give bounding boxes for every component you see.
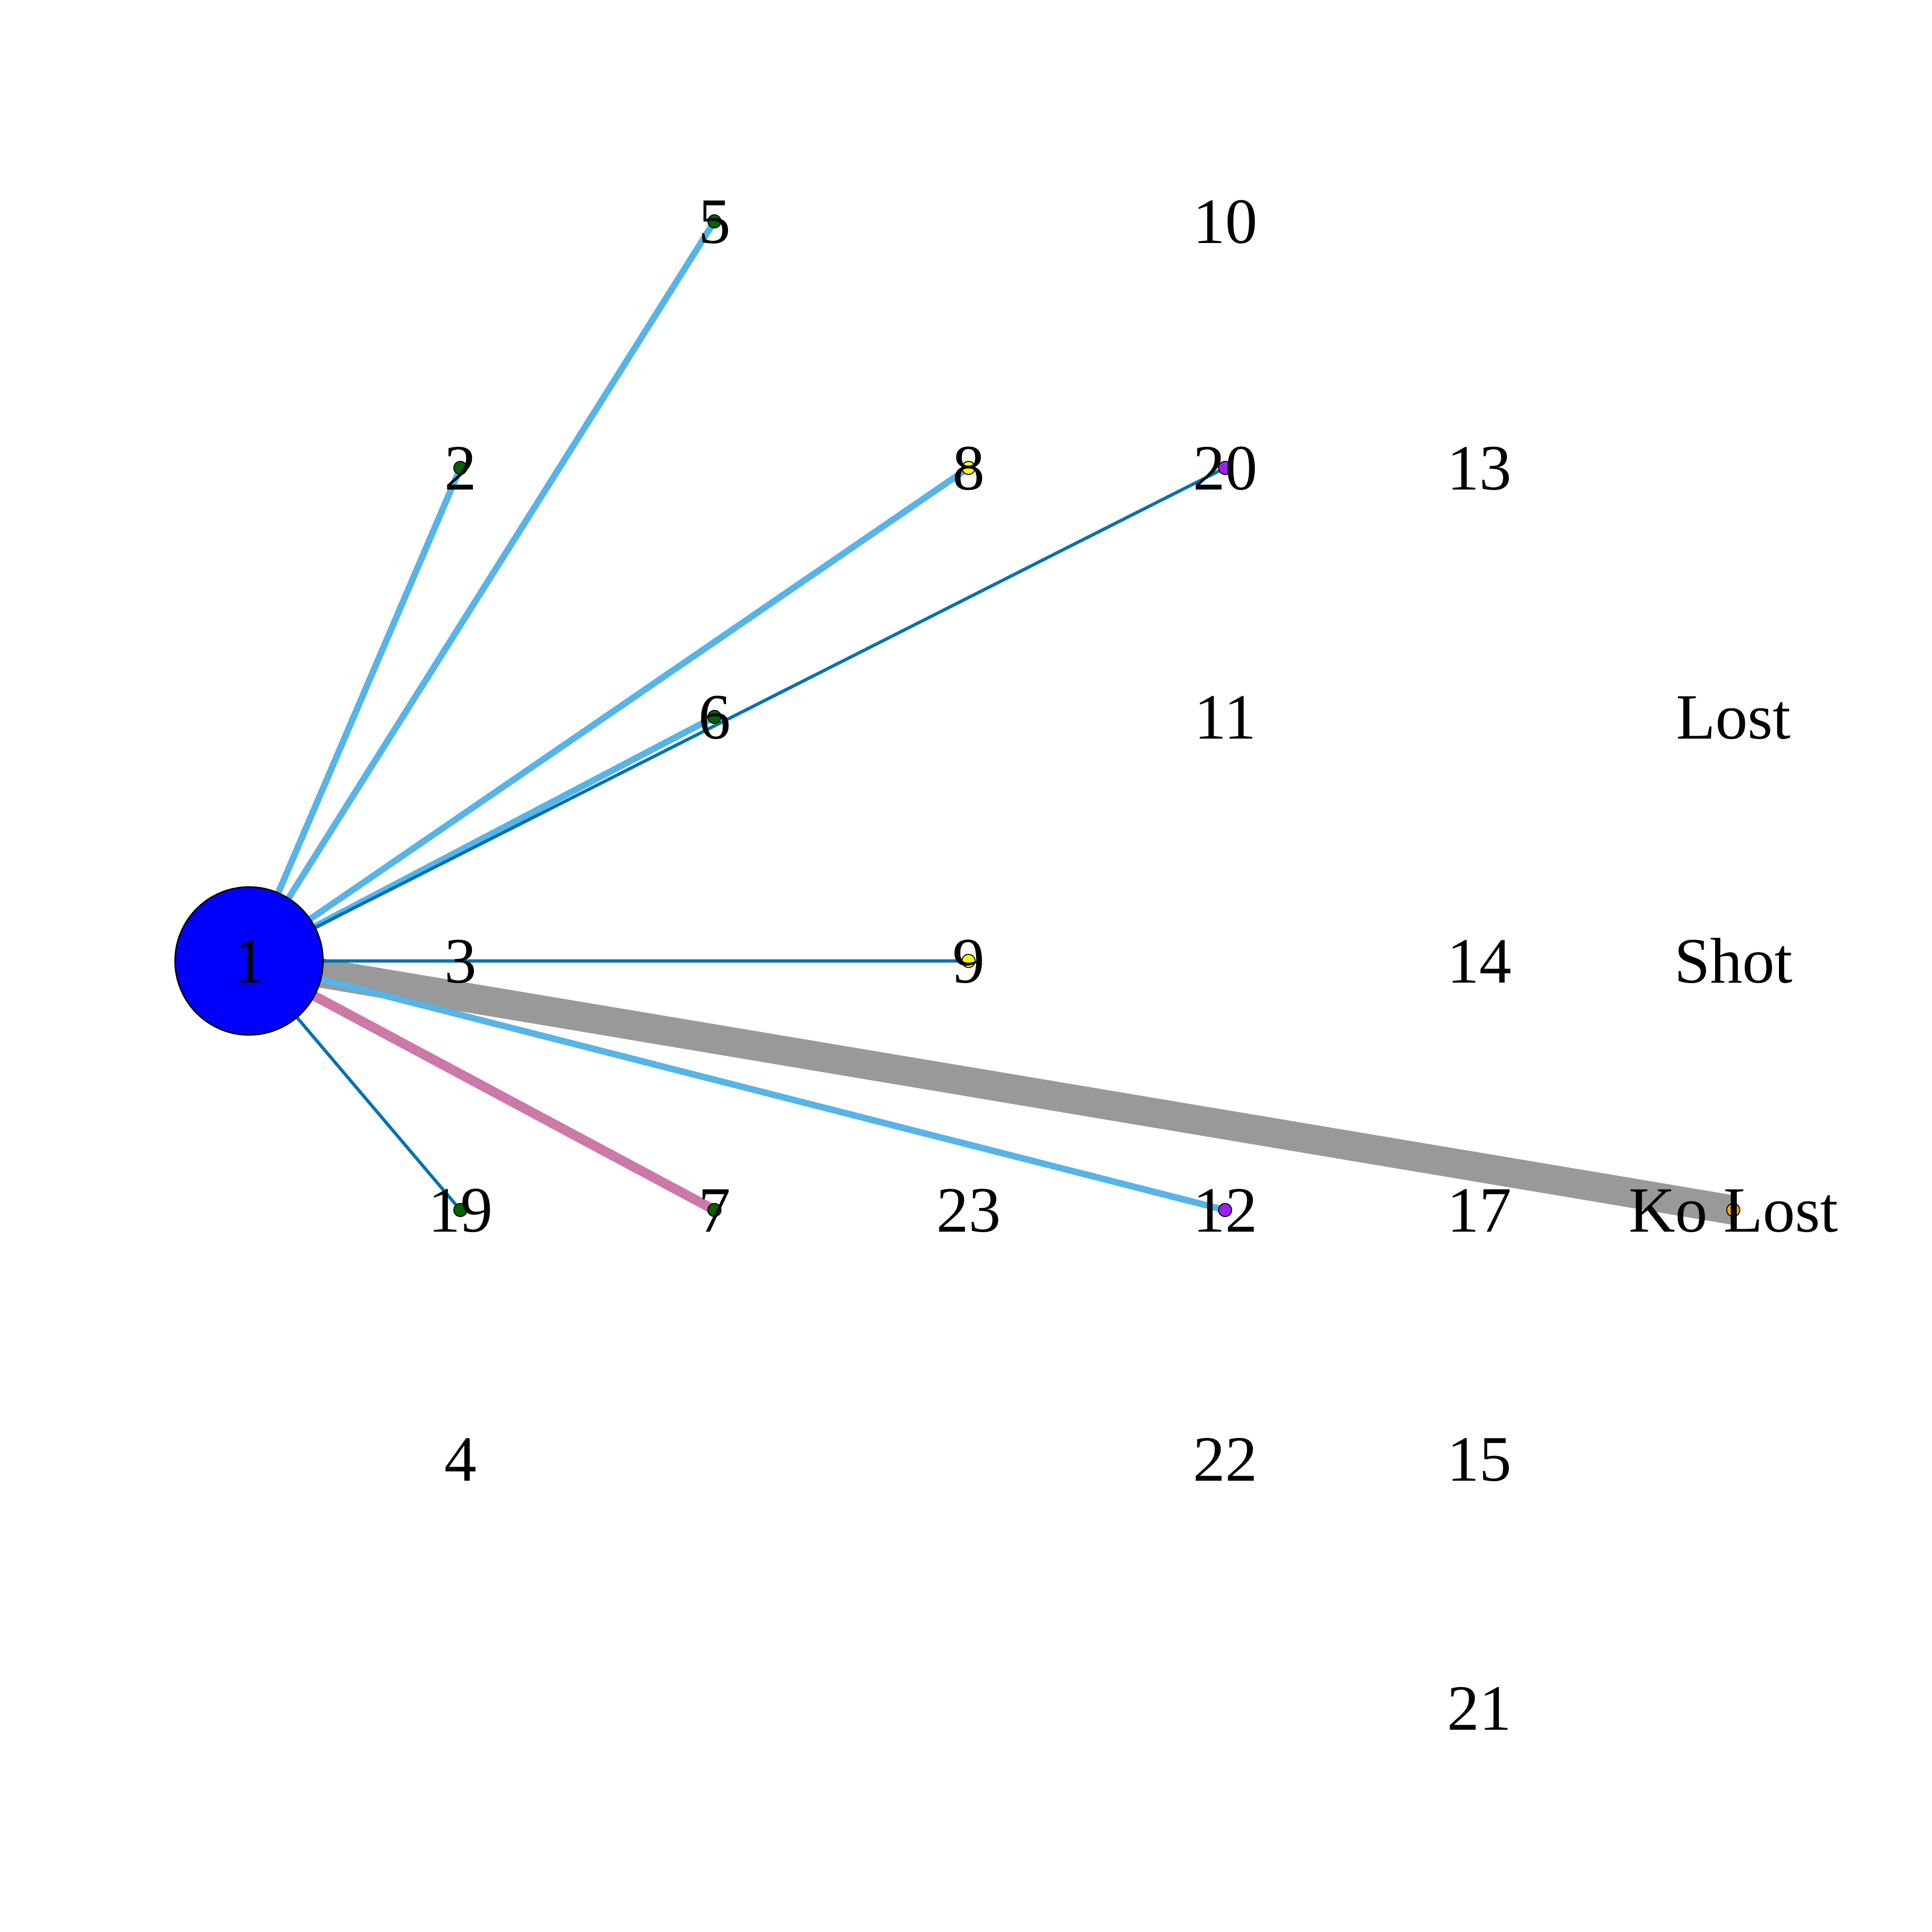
node-9 xyxy=(961,954,976,968)
edge-1-to-8 xyxy=(247,465,971,964)
node-1 xyxy=(174,886,324,1036)
edge-1-to-2 xyxy=(246,466,463,962)
node-label-11: 11 xyxy=(1194,681,1256,753)
labels-layer: 123456789101112131415171920212223LostSho… xyxy=(233,186,1838,1744)
node-label-1: 1 xyxy=(233,925,265,997)
node-label-lost: Lost xyxy=(1676,681,1791,753)
node-label-8: 8 xyxy=(952,432,985,504)
node-ko_lost xyxy=(1726,1203,1740,1217)
node-label-9: 9 xyxy=(952,925,985,997)
node-label-17: 17 xyxy=(1447,1174,1511,1246)
node-label-22: 22 xyxy=(1193,1423,1257,1495)
node-label-2: 2 xyxy=(444,432,476,504)
edge-1-to-12 xyxy=(248,957,1226,1214)
node-label-10: 10 xyxy=(1193,186,1257,257)
node-label-shot: Shot xyxy=(1674,925,1793,997)
node-label-6: 6 xyxy=(698,681,731,753)
edge-1-to-ko_lost xyxy=(247,946,1736,1225)
node-label-23: 23 xyxy=(936,1174,1001,1246)
edges-layer xyxy=(246,219,1736,1225)
node-label-13: 13 xyxy=(1447,432,1511,504)
edge-1-to-20 xyxy=(248,466,1226,962)
node-8 xyxy=(961,461,976,475)
node-label-12: 12 xyxy=(1193,1174,1257,1246)
node-label-21: 21 xyxy=(1447,1672,1511,1744)
node-12 xyxy=(1218,1203,1232,1217)
node-6 xyxy=(707,710,721,724)
node-label-5: 5 xyxy=(698,186,731,257)
node-2 xyxy=(453,461,467,475)
node-label-19: 19 xyxy=(428,1174,493,1246)
node-label-3: 3 xyxy=(444,925,476,997)
node-label-4: 4 xyxy=(444,1423,476,1495)
node-20 xyxy=(1218,461,1232,475)
node-label-15: 15 xyxy=(1447,1423,1511,1495)
node-label-7: 7 xyxy=(698,1174,731,1246)
edge-1-to-7 xyxy=(247,956,717,1215)
edge-1-to-5 xyxy=(246,219,717,963)
node-7 xyxy=(707,1203,721,1217)
node-label-20: 20 xyxy=(1193,432,1257,504)
nodes-layer xyxy=(174,214,1740,1217)
node-label-ko_lost: Ko Lost xyxy=(1629,1174,1838,1246)
node-label-14: 14 xyxy=(1447,925,1511,997)
node-19 xyxy=(453,1203,467,1217)
node-5 xyxy=(707,214,721,228)
